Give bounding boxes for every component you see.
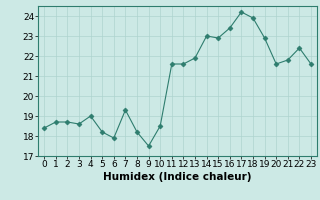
X-axis label: Humidex (Indice chaleur): Humidex (Indice chaleur) xyxy=(103,172,252,182)
